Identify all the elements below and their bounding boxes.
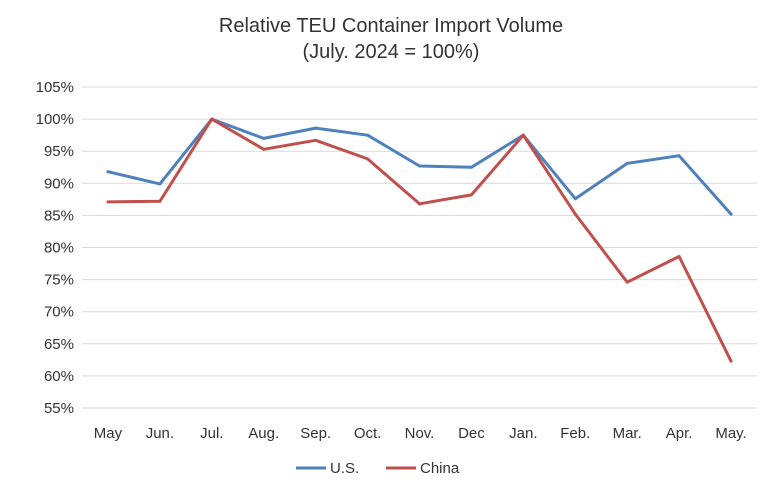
data-point-u-s bbox=[573, 197, 577, 201]
data-point-china bbox=[158, 199, 162, 203]
data-point-u-s bbox=[262, 136, 266, 140]
y-tick-label: 95% bbox=[44, 143, 74, 160]
chart-title: Relative TEU Container Import Volume bbox=[219, 15, 563, 37]
y-tick-label: 100% bbox=[36, 111, 74, 128]
legend-label-china: China bbox=[420, 460, 460, 477]
data-point-china bbox=[210, 117, 214, 121]
y-tick-label: 60% bbox=[44, 368, 74, 385]
data-point-u-s bbox=[625, 161, 629, 165]
x-tick-label: May bbox=[94, 425, 123, 442]
y-tick-label: 105% bbox=[36, 79, 74, 96]
data-point-china bbox=[573, 212, 577, 216]
x-axis-ticks: May Jun. Jul. Aug. Sep. Oct. Nov. Dec Jan. Feb. Ma… bbox=[94, 425, 747, 442]
y-tick-label: 75% bbox=[44, 272, 74, 289]
y-tick-label: 80% bbox=[44, 240, 74, 257]
x-tick-label: Apr. bbox=[666, 425, 693, 442]
legend-label-u-s: U.S. bbox=[330, 460, 359, 477]
series-line-china bbox=[106, 117, 733, 363]
x-tick-label: Jan. bbox=[509, 425, 537, 442]
data-point-u-s bbox=[106, 170, 110, 174]
x-tick-label: Aug. bbox=[248, 425, 279, 442]
data-point-china bbox=[262, 147, 266, 151]
gridlines bbox=[82, 86, 757, 409]
data-point-china bbox=[677, 254, 681, 258]
data-point-u-s bbox=[158, 182, 162, 186]
data-point-china bbox=[418, 202, 421, 206]
y-tick-label: 55% bbox=[44, 400, 74, 417]
x-tick-label: Jun. bbox=[146, 425, 174, 442]
data-point-china bbox=[314, 138, 318, 142]
chart-subtitle: (July. 2024 = 100%) bbox=[303, 41, 480, 63]
legend: U.S. China bbox=[296, 460, 460, 477]
x-tick-label: Jul. bbox=[200, 425, 223, 442]
data-point-u-s bbox=[366, 133, 370, 137]
data-point-china bbox=[366, 157, 370, 161]
data-point-u-s bbox=[418, 164, 421, 168]
data-point-china bbox=[106, 200, 110, 204]
data-point-u-s bbox=[677, 154, 681, 158]
data-point-china bbox=[729, 359, 733, 363]
series-lines bbox=[106, 117, 733, 363]
y-tick-label: 65% bbox=[44, 336, 74, 353]
data-point-u-s bbox=[469, 165, 473, 169]
y-tick-label: 70% bbox=[44, 304, 74, 321]
data-point-china bbox=[521, 133, 525, 137]
x-tick-label: Nov. bbox=[405, 425, 435, 442]
y-tick-label: 85% bbox=[44, 207, 74, 224]
x-tick-label: Dec bbox=[458, 425, 485, 442]
data-point-u-s bbox=[729, 212, 733, 216]
y-axis-ticks: 55% 60% 65% 70% 75% 80% 85% 90% 95% 100% 105% bbox=[36, 79, 74, 417]
data-point-china bbox=[625, 280, 629, 284]
x-tick-label: May. bbox=[715, 425, 746, 442]
x-tick-label: Mar. bbox=[613, 425, 642, 442]
data-point-u-s bbox=[314, 126, 318, 130]
x-tick-label: Sep. bbox=[300, 425, 331, 442]
x-tick-label: Oct. bbox=[354, 425, 382, 442]
x-tick-label: Feb. bbox=[560, 425, 590, 442]
data-point-china bbox=[469, 193, 473, 197]
y-tick-label: 90% bbox=[44, 175, 74, 192]
